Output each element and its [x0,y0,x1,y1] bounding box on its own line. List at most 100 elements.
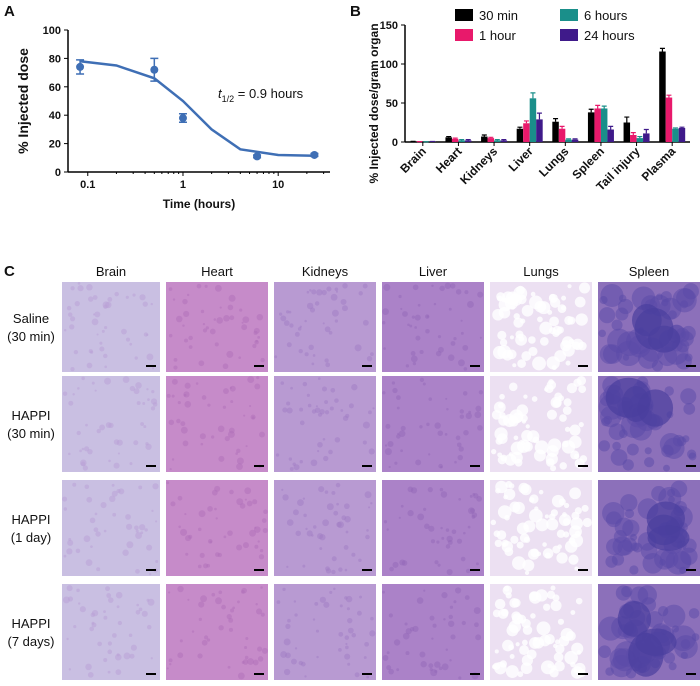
column-header: Lungs [523,264,559,279]
texture-dot [494,661,507,675]
texture-dot [496,433,508,444]
texture-dot [510,305,516,310]
error-bar [608,125,614,130]
texture-dot [528,497,535,503]
texture-dot [359,595,362,599]
texture-dot [566,382,578,394]
texture-dot [107,670,111,674]
texture-dot [211,592,216,597]
texture-dot [134,525,139,531]
texture-dot [447,354,455,361]
texture-dot [173,365,178,370]
texture-dot [611,319,623,331]
texture-dot [364,641,369,647]
texture-dot [177,401,181,405]
texture-dot [309,289,312,292]
bar [607,129,614,142]
texture-dot [286,310,290,314]
texture-dot [354,672,360,678]
bar [643,133,650,142]
texture-dot [63,554,67,558]
texture-dot [95,531,101,537]
texture-dot [103,658,108,663]
texture-dot [86,284,93,291]
texture-dot [311,534,314,537]
texture-dot [494,649,499,654]
texture-dot [510,535,519,544]
error-bar [643,128,649,134]
scale-bar [146,465,156,467]
texture-dot [516,439,531,453]
texture-dot [197,653,203,659]
texture-dot [441,663,449,671]
bar [494,140,501,142]
texture-blob [646,514,681,546]
texture-dot [433,302,437,306]
texture-dot [428,397,433,401]
texture-dot [117,452,120,455]
texture-dot [319,547,323,550]
texture-dot [612,441,621,451]
texture-dot [199,433,206,440]
texture-dot [451,529,457,535]
texture-dot [283,668,291,676]
error-bar [536,112,542,120]
texture-dot [136,603,140,607]
bar [500,140,508,142]
texture-dot [439,487,444,492]
texture-dot [400,449,403,453]
texture-dot [344,653,351,660]
texture [383,486,482,576]
texture-dot [459,414,465,419]
legend-swatch [455,9,473,21]
texture-dot [282,587,286,592]
texture-dot [579,282,591,294]
texture-dot [437,335,442,339]
texture-dot [508,382,518,392]
data-point [178,114,187,123]
texture-dot [315,629,319,633]
scale-bar [146,673,156,675]
texture-dot [84,446,90,452]
texture-dot [241,324,248,331]
texture-dot [334,287,339,291]
texture-dot [511,611,521,621]
data-point [253,152,262,161]
texture-dot [468,410,472,414]
texture-dot [324,410,330,415]
texture-dot [498,608,509,619]
texture-dot [680,651,688,660]
texture-dot [404,622,408,626]
texture [602,480,698,575]
texture-dot [82,465,88,471]
texture-dot [372,407,375,410]
texture-dot [107,641,112,646]
texture-dot [651,360,663,372]
texture-dot [398,430,406,437]
texture-dot [382,391,386,395]
texture-dot [544,387,549,392]
texture-dot [358,558,362,563]
row-label: HAPPI [11,512,50,527]
texture-dot [436,540,440,544]
texture-dot [429,615,435,621]
texture-dot [414,314,421,321]
texture-dot [211,489,218,496]
texture-dot [441,592,448,599]
texture-dot [229,385,236,392]
error-bar [523,120,529,124]
texture-dot [425,314,430,319]
texture-dot [116,605,120,609]
texture-dot [99,341,103,345]
x-tick-label: 0.1 [80,179,95,191]
texture-dot [302,381,308,387]
texture-dot [85,559,93,566]
texture-dot [479,336,482,339]
texture [491,376,588,472]
texture-dot [107,297,113,302]
texture-dot [178,525,181,529]
texture-dot [665,549,691,575]
texture-dot [667,488,676,498]
texture-dot [536,621,551,636]
texture-dot [299,325,302,328]
